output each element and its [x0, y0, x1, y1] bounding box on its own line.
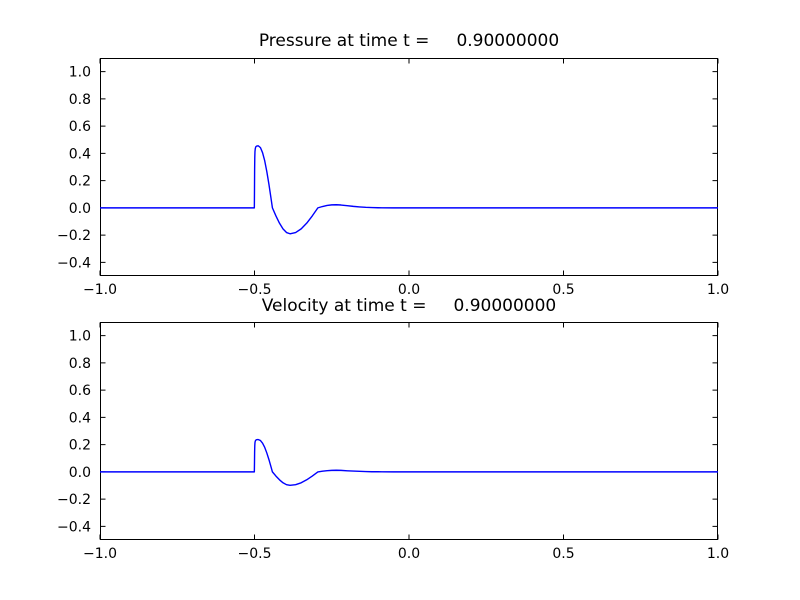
- y-tick-label: −0.2: [57, 228, 91, 244]
- y-tick-label: 0.8: [69, 356, 91, 372]
- x-tick-label: −1.0: [83, 546, 117, 562]
- y-tick-label: −0.4: [57, 519, 91, 535]
- x-tick-label: 0.5: [552, 546, 574, 562]
- velocity-plot-title: Velocity at time t = 0.90000000: [261, 296, 557, 316]
- pressure-plot-title: Pressure at time t = 0.90000000: [258, 31, 560, 51]
- y-tick-label: 0.6: [69, 383, 91, 399]
- velocity-plot: −1.0 −0.5 0.0 0.5 1.0 −0.4 −0.2 0.0 0.2 0.4 0.6 0.8…: [57, 322, 729, 562]
- y-tick-label: −0.2: [57, 492, 91, 508]
- y-tick-label: 0.8: [69, 92, 91, 108]
- axes-frame: [100, 58, 718, 276]
- pressure-curve: [100, 145, 718, 235]
- y-tick-label: 0.2: [69, 174, 91, 190]
- y-tick-label: 0.4: [69, 146, 91, 162]
- x-tick-label: 1.0: [707, 282, 729, 298]
- x-tick-label: −0.5: [238, 546, 272, 562]
- x-tick-label: 0.5: [552, 282, 574, 298]
- y-tick-label: 0.0: [69, 465, 91, 481]
- axes-frame: [100, 322, 718, 540]
- velocity-curve: [100, 438, 718, 487]
- y-tick-label: 0.6: [69, 119, 91, 135]
- x-tick-label: 0.0: [398, 546, 420, 562]
- y-tick-label: −0.4: [57, 255, 91, 271]
- y-tick-label: 0.2: [69, 438, 91, 454]
- x-tick-label: −0.5: [238, 282, 272, 298]
- pressure-plot: −1.0 −0.5 0.0 0.5 1.0 −0.4 −0.2 0.0 0.2 0.4 0.6 0.8…: [57, 58, 729, 298]
- x-tick-label: −1.0: [83, 282, 117, 298]
- y-tick-label: 1.0: [69, 329, 91, 345]
- x-tick-label: 1.0: [707, 546, 729, 562]
- y-tick-label: 0.0: [69, 201, 91, 217]
- y-tick-label: 0.4: [69, 410, 91, 426]
- y-tick-label: 1.0: [69, 65, 91, 81]
- x-tick-label: 0.0: [398, 282, 420, 298]
